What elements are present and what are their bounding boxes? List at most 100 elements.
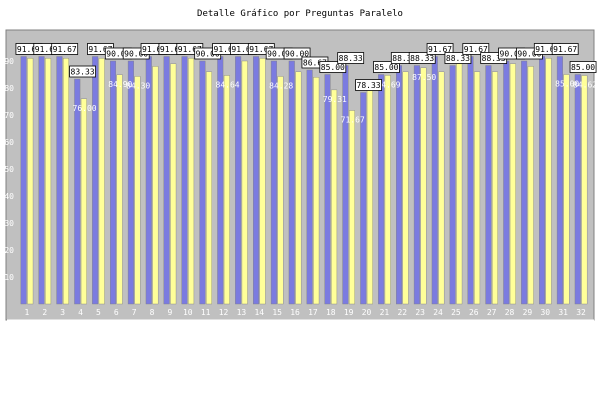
bar-series-2: [188, 58, 195, 305]
bar-series-2: [491, 71, 498, 305]
bar-series-1: [217, 56, 224, 305]
x-tick-label: 25: [451, 308, 461, 317]
bar-series-1: [38, 56, 45, 305]
data-label-box: [337, 52, 365, 64]
data-label-text: 91.67: [464, 45, 488, 54]
data-label-box: [444, 52, 472, 64]
bar-series-2: [456, 60, 463, 305]
bar-series-1: [288, 60, 295, 305]
data-label-series-2: 84.30: [126, 81, 150, 90]
x-tick-label: 31: [558, 308, 568, 317]
y-tick-label: 50: [4, 165, 14, 174]
bar-series-2: [277, 76, 284, 305]
data-label-text: 86.67: [303, 58, 327, 67]
bar-series-1: [235, 56, 242, 305]
x-tick-label: 32: [576, 308, 586, 317]
data-label-series-1: 85.00: [569, 61, 597, 73]
data-label-box: [373, 61, 400, 73]
x-tick-label: 9: [168, 308, 173, 317]
x-tick-label: 29: [523, 308, 533, 317]
x-tick-label: 24: [433, 308, 443, 317]
data-label-text: 90.00: [267, 50, 291, 59]
bar-series-2: [331, 89, 338, 305]
bar-series-1: [413, 65, 420, 305]
bar-series-1: [449, 65, 456, 305]
data-label-text: 91.67: [231, 45, 255, 54]
data-label-series-2: 84.28: [269, 81, 293, 90]
data-label-text: 91.67: [214, 45, 238, 54]
bar-series-1: [467, 56, 474, 305]
y-tick-label: 80: [4, 84, 14, 93]
x-tick-label: 14: [254, 308, 264, 317]
bar-series-1: [306, 69, 313, 305]
bar-series-2: [223, 75, 230, 305]
data-label-box: [551, 43, 579, 55]
bar-series-1: [503, 60, 510, 305]
data-label-text: 78.33: [357, 81, 381, 90]
bar-series-2: [45, 58, 52, 305]
x-tick-label: 23: [415, 308, 425, 317]
bar-series-2: [527, 66, 534, 305]
bar-series-2: [545, 58, 552, 305]
x-tick-label: 8: [150, 308, 155, 317]
x-tick-label: 1: [25, 308, 30, 317]
bar-series-1: [20, 56, 27, 305]
data-label-series-1: 91.67: [426, 43, 454, 55]
bar-series-2: [474, 71, 481, 305]
x-tick-label: 28: [505, 308, 515, 317]
data-label-series-2: 84.64: [216, 80, 240, 89]
data-label-text: 90.00: [106, 50, 130, 59]
data-label-text: 88.33: [446, 54, 470, 63]
data-label-box: [283, 47, 311, 60]
data-label-series-2: 85.00: [555, 80, 579, 89]
bar-series-2: [80, 98, 87, 305]
y-tick-label: 60: [4, 138, 14, 147]
data-label-text: 88.33: [392, 54, 416, 63]
bar-series-1: [199, 60, 206, 305]
x-tick-label: 20: [362, 308, 372, 317]
bar-series-1: [360, 92, 367, 305]
x-tick-label: 5: [96, 308, 101, 317]
bar-series-1: [181, 56, 188, 305]
x-tick-label: 27: [487, 308, 497, 317]
bar-series-1: [253, 56, 260, 305]
data-label-series-2: 84.62: [573, 81, 597, 90]
data-label-box: [51, 43, 79, 55]
data-label-text: 85.00: [374, 63, 398, 72]
x-tick-label: 26: [469, 308, 479, 317]
bar-series-1: [485, 65, 492, 305]
bar-series-2: [420, 67, 427, 305]
data-label-text: 91.67: [428, 45, 452, 54]
x-tick-label: 10: [183, 308, 193, 317]
y-tick-label: 10: [4, 273, 14, 282]
data-label-box: [69, 65, 96, 78]
bar-series-2: [152, 66, 159, 305]
bar-series-2: [438, 71, 445, 305]
data-label-text: 91.67: [142, 45, 166, 54]
x-tick-label: 21: [380, 308, 390, 317]
bar-series-1: [396, 65, 403, 305]
data-label-text: 91.67: [35, 45, 59, 54]
data-label-text: 85.00: [321, 63, 345, 72]
data-label-text: 90.00: [124, 50, 148, 59]
data-label-box: [355, 79, 382, 91]
bar-series-2: [170, 63, 177, 305]
bar-series-1: [324, 74, 331, 305]
data-label-series-1: 90.00: [283, 47, 311, 60]
bar-series-2: [205, 71, 212, 305]
data-label-text: 83.33: [71, 68, 95, 77]
x-tick-label: 2: [42, 308, 47, 317]
data-label-series-2: 76.00: [73, 104, 97, 113]
data-label-series-1: 88.33: [337, 52, 365, 64]
x-tick-label: 4: [78, 308, 83, 317]
bar-series-2: [241, 60, 248, 305]
bar-series-2: [581, 75, 588, 305]
bar-series-1: [163, 56, 170, 305]
bar-series-1: [127, 60, 134, 305]
data-label-series-1: 91.67: [51, 43, 79, 55]
bar-series-2: [116, 74, 123, 305]
bar-series-1: [431, 56, 438, 305]
bar-series-2: [384, 75, 391, 305]
data-label-text: 90.00: [500, 50, 524, 59]
